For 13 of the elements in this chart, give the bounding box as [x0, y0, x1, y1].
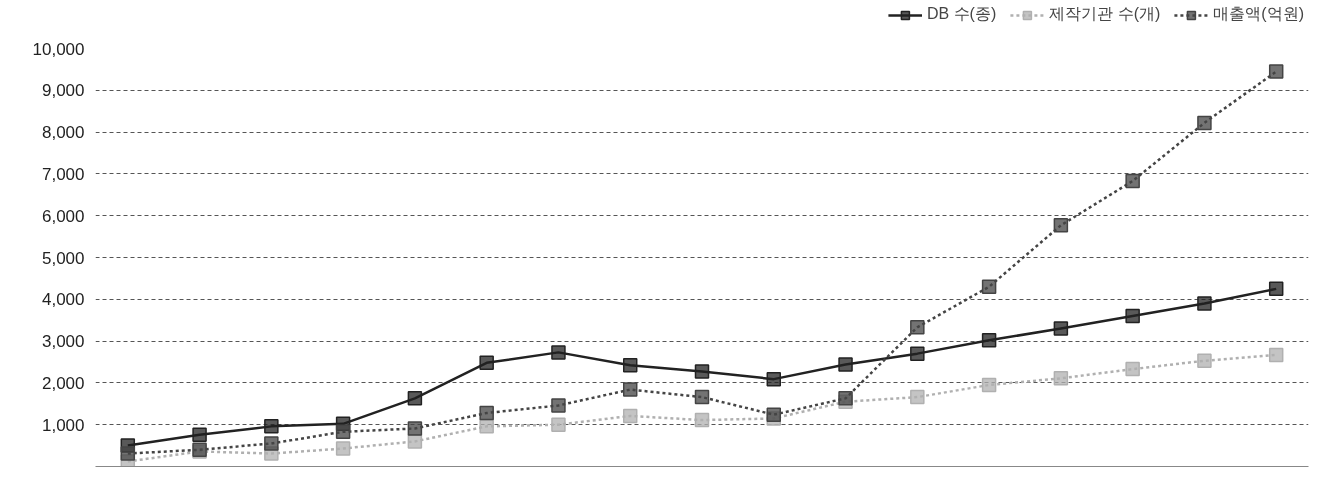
y-tick-label: 4,000 [41, 290, 85, 310]
y-tick-label: 3,000 [41, 332, 85, 352]
y-tick-label: 5,000 [41, 248, 85, 268]
legend-label: 제작기관 수(개) [1049, 4, 1161, 24]
y-tick-label: 8,000 [41, 123, 85, 143]
legend-label: 매출액(억원) [1213, 4, 1304, 24]
y-tick-label: 2,000 [41, 373, 85, 393]
y-tick-label: 7,000 [41, 164, 85, 184]
y-tick-label: 1,000 [41, 415, 85, 435]
y-tick-label: 10,000 [32, 39, 85, 59]
legend-label: DB 수(종) [926, 4, 997, 24]
y-tick-label: 6,000 [41, 206, 85, 226]
y-tick-label: 9,000 [41, 81, 85, 101]
